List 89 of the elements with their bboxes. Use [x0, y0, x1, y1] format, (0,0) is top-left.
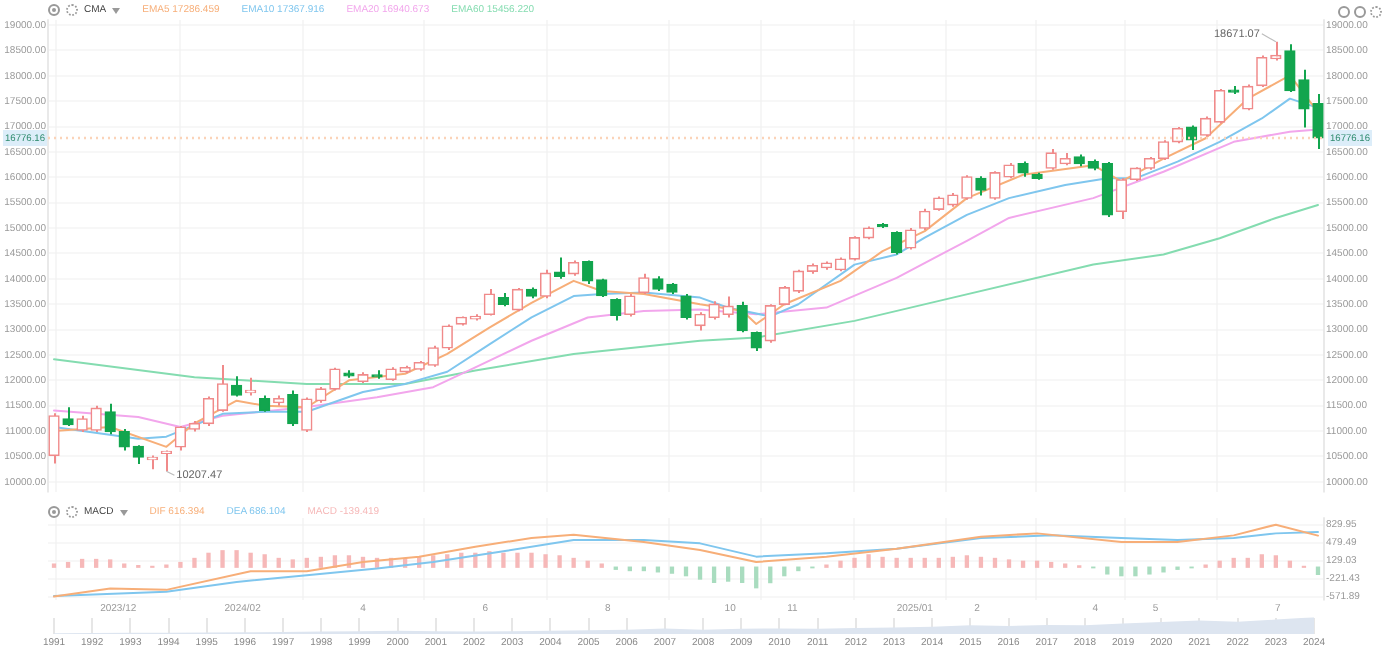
- bar: [1147, 566, 1152, 575]
- candlestick: [708, 300, 720, 321]
- bar: [964, 555, 970, 568]
- bar: [192, 557, 197, 568]
- bar: [248, 552, 253, 568]
- candlestick: [1115, 177, 1128, 220]
- bar: [93, 558, 99, 568]
- bar: [866, 554, 871, 568]
- bar: [838, 560, 843, 568]
- candlestick: [483, 287, 496, 317]
- candlestick: [1270, 40, 1282, 62]
- bar: [1006, 559, 1012, 568]
- bar: [1245, 557, 1250, 568]
- candlestick: [1312, 93, 1324, 150]
- candlestick: [287, 389, 299, 428]
- candlestick: [736, 300, 748, 334]
- bar: [206, 552, 211, 568]
- bar: [178, 561, 183, 568]
- candlestick: [638, 272, 650, 296]
- candlestick: [48, 412, 60, 465]
- candlestick: [441, 323, 453, 351]
- candlestick: [764, 303, 776, 344]
- bar: [318, 556, 324, 568]
- candlestick: [624, 293, 636, 318]
- bar: [1287, 560, 1293, 568]
- bar: [697, 566, 703, 580]
- bar: [276, 557, 281, 568]
- bar: [852, 557, 857, 568]
- candlestick: [301, 396, 313, 434]
- candlestick: [989, 170, 1001, 201]
- candlestick: [1284, 43, 1296, 94]
- bar: [1217, 560, 1222, 568]
- bar: [711, 566, 717, 583]
- bar: [1259, 554, 1264, 568]
- bar: [1273, 555, 1279, 568]
- bar: [501, 552, 506, 568]
- candlestick: [1298, 68, 1310, 129]
- bar: [515, 552, 520, 568]
- candlestick: [919, 207, 931, 232]
- candlestick: [511, 286, 524, 313]
- candlestick: [539, 268, 552, 300]
- bar: [304, 557, 309, 568]
- candlestick: [1214, 88, 1226, 125]
- candlestick: [891, 230, 903, 256]
- bar: [1105, 566, 1110, 575]
- candlestick: [104, 402, 116, 436]
- bar: [936, 557, 941, 568]
- bar: [796, 566, 801, 572]
- candlestick: [427, 344, 439, 368]
- bar: [922, 557, 927, 568]
- bar: [1034, 560, 1040, 568]
- bar: [1133, 566, 1138, 577]
- candlestick: [680, 293, 692, 321]
- bar: [290, 559, 295, 568]
- bar: [108, 559, 113, 568]
- candlestick: [694, 311, 706, 332]
- bar: [740, 566, 745, 583]
- bar: [908, 557, 913, 568]
- bar: [79, 558, 85, 568]
- bar: [669, 566, 675, 574]
- bar: [1048, 561, 1054, 568]
- bar: [557, 555, 562, 568]
- bar: [529, 552, 534, 568]
- candlestick: [230, 375, 243, 398]
- bar: [894, 557, 899, 568]
- candlestick: [1199, 115, 1212, 138]
- bar: [220, 550, 225, 568]
- bar: [1020, 560, 1026, 568]
- candlestick: [62, 406, 74, 428]
- bar: [1231, 557, 1236, 568]
- bar: [234, 550, 239, 568]
- candlestick: [1242, 83, 1254, 112]
- bar: [950, 556, 955, 568]
- bar: [880, 556, 885, 568]
- bar: [1119, 566, 1124, 577]
- bar: [65, 561, 71, 568]
- candlestick: [1045, 147, 1057, 171]
- bar: [543, 554, 548, 568]
- bar: [585, 560, 590, 568]
- candlestick: [90, 404, 102, 434]
- candlestick: [1256, 54, 1268, 88]
- candlestick: [961, 174, 973, 201]
- bar: [725, 566, 731, 582]
- bar: [978, 556, 984, 568]
- bar: [262, 554, 267, 568]
- bar: [992, 557, 998, 568]
- bar: [571, 557, 576, 568]
- bar: [1161, 566, 1166, 573]
- candlestick: [722, 295, 734, 319]
